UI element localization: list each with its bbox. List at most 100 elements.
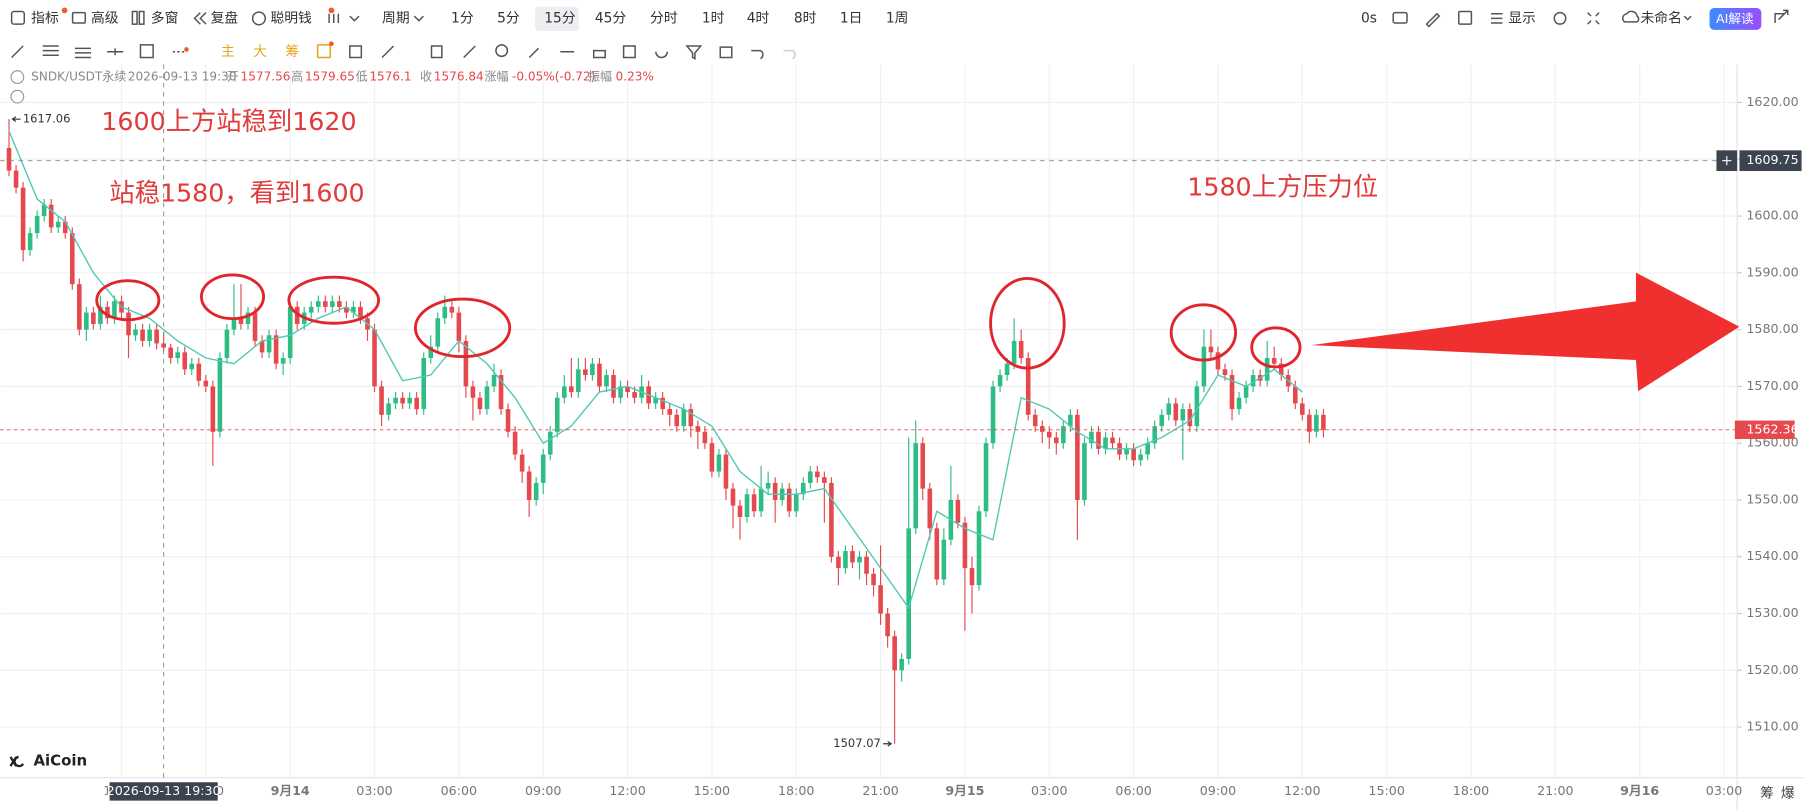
last-price-box — [1734, 420, 1795, 439]
low-marker: 1507.07 — [833, 736, 881, 750]
candle-body — [1089, 431, 1094, 444]
display-menu[interactable]: 显示 — [1508, 10, 1536, 26]
candle-body — [927, 488, 933, 529]
icon — [71, 11, 86, 24]
crosshair-time-box — [109, 782, 218, 801]
candle-body — [772, 482, 778, 500]
y-tick-label: 1600.00 — [1746, 208, 1798, 223]
icon[interactable] — [1490, 13, 1503, 24]
y-tick-label: 1540.00 — [1746, 548, 1798, 563]
candle-body — [224, 329, 230, 358]
candle-body — [955, 499, 961, 523]
period[interactable]: 1时 — [702, 10, 725, 26]
candle-body — [393, 397, 398, 404]
layout-name[interactable]: 未命名 — [1641, 9, 1682, 26]
period[interactable]: 1周 — [886, 10, 909, 26]
icon[interactable] — [1425, 12, 1441, 28]
candle-body — [1159, 414, 1165, 427]
footer-button[interactable]: 爆 — [1781, 786, 1795, 802]
menu-item[interactable]: 指标 — [31, 10, 59, 26]
icon[interactable] — [1392, 11, 1408, 24]
icon[interactable] — [1553, 11, 1567, 25]
period[interactable]: 1日 — [840, 10, 863, 26]
period[interactable]: 15分 — [544, 10, 576, 26]
x-tick-label: 09:00 — [1200, 783, 1236, 798]
candle-body — [91, 312, 96, 324]
expand-icon[interactable] — [10, 89, 25, 104]
candle-body — [1145, 443, 1150, 455]
candle-body — [442, 306, 448, 319]
x-tick-label: 18:00 — [778, 783, 814, 798]
draw-tool[interactable] — [316, 44, 332, 59]
candle-body — [737, 505, 743, 517]
menu-item[interactable]: 高级 — [91, 9, 119, 26]
period[interactable]: 4时 — [747, 10, 770, 26]
x-tick-label: 06:00 — [441, 783, 477, 798]
arrow — [1311, 272, 1740, 392]
period[interactable]: 8时 — [794, 10, 817, 26]
footer-button[interactable]: 筹 — [1760, 785, 1774, 802]
icon[interactable] — [1774, 9, 1789, 24]
candle-body — [428, 346, 434, 358]
candle-body — [1082, 443, 1087, 500]
period[interactable]: 1分 — [451, 10, 474, 26]
highlight-ellipse — [1250, 326, 1302, 369]
x-tick-label: 12:00 — [1284, 783, 1320, 798]
draw-tool[interactable]: 主 — [221, 44, 235, 60]
y-tick-label: 1570.00 — [1746, 378, 1798, 393]
candle-body — [751, 494, 757, 512]
draw-tools[interactable] — [11, 45, 124, 59]
candle-body — [435, 318, 441, 347]
logo: AiCoin — [33, 752, 87, 770]
icon[interactable] — [1587, 12, 1600, 25]
period[interactable]: 分时 — [650, 10, 678, 26]
y-tick-label: 1530.00 — [1746, 605, 1798, 620]
refresh-timer[interactable]: 0s — [1361, 10, 1377, 26]
candle-body — [1194, 386, 1200, 427]
y-tick-label: 1550.00 — [1746, 491, 1798, 506]
candle-body — [140, 329, 145, 341]
menu-item[interactable]: 周期 — [382, 10, 410, 26]
candle-body — [1152, 426, 1158, 444]
candle-body — [1046, 431, 1052, 438]
collapse-icon[interactable] — [10, 70, 25, 84]
candle-body — [154, 329, 159, 344]
moving-average — [8, 130, 1303, 610]
x-tick-label: 21:00 — [1537, 783, 1573, 798]
candle-body — [997, 375, 1003, 387]
highlight-ellipse — [287, 275, 381, 325]
toolbar-icons[interactable] — [349, 44, 764, 60]
menu-item[interactable]: 多窗 — [151, 9, 179, 26]
menu-item[interactable]: 复盘 — [211, 9, 239, 26]
ai-button-label[interactable]: AI解读 — [1716, 11, 1754, 26]
x-tick-label: 03:00 — [1031, 783, 1067, 798]
ai-button[interactable] — [1709, 8, 1762, 30]
candle-body — [351, 306, 356, 313]
candle-body — [1321, 414, 1326, 430]
candle-body — [758, 488, 764, 512]
candle-body — [604, 375, 609, 387]
period[interactable]: 5分 — [497, 10, 520, 26]
candle-body — [983, 443, 989, 512]
x-tick-label: 21:00 — [862, 783, 898, 798]
draw-tool[interactable]: 大 — [253, 44, 267, 60]
candle-body — [1124, 448, 1129, 455]
draw-tool[interactable] — [139, 44, 154, 59]
info-time: 2026-09-13 19:30 — [128, 70, 237, 84]
symbol: SNDK/USDT永续 — [31, 70, 126, 84]
candle-body — [372, 329, 377, 387]
crosshair-price-box — [1739, 150, 1802, 172]
draw-tool[interactable]: 筹 — [285, 43, 299, 60]
period[interactable]: 45分 — [595, 10, 627, 26]
candle-body — [1292, 386, 1298, 404]
candle-body — [1264, 357, 1270, 381]
x-tick-label: 15:00 — [1368, 783, 1404, 798]
menu-item[interactable]: 聪明钱 — [270, 10, 312, 26]
candle-body — [1103, 437, 1108, 449]
candle-body — [695, 426, 701, 432]
candle-body — [34, 216, 40, 234]
candle-body — [1278, 363, 1284, 376]
icon[interactable] — [1458, 10, 1473, 25]
logo-icon — [9, 755, 25, 768]
x-tick-label: 12:00 — [609, 783, 645, 798]
